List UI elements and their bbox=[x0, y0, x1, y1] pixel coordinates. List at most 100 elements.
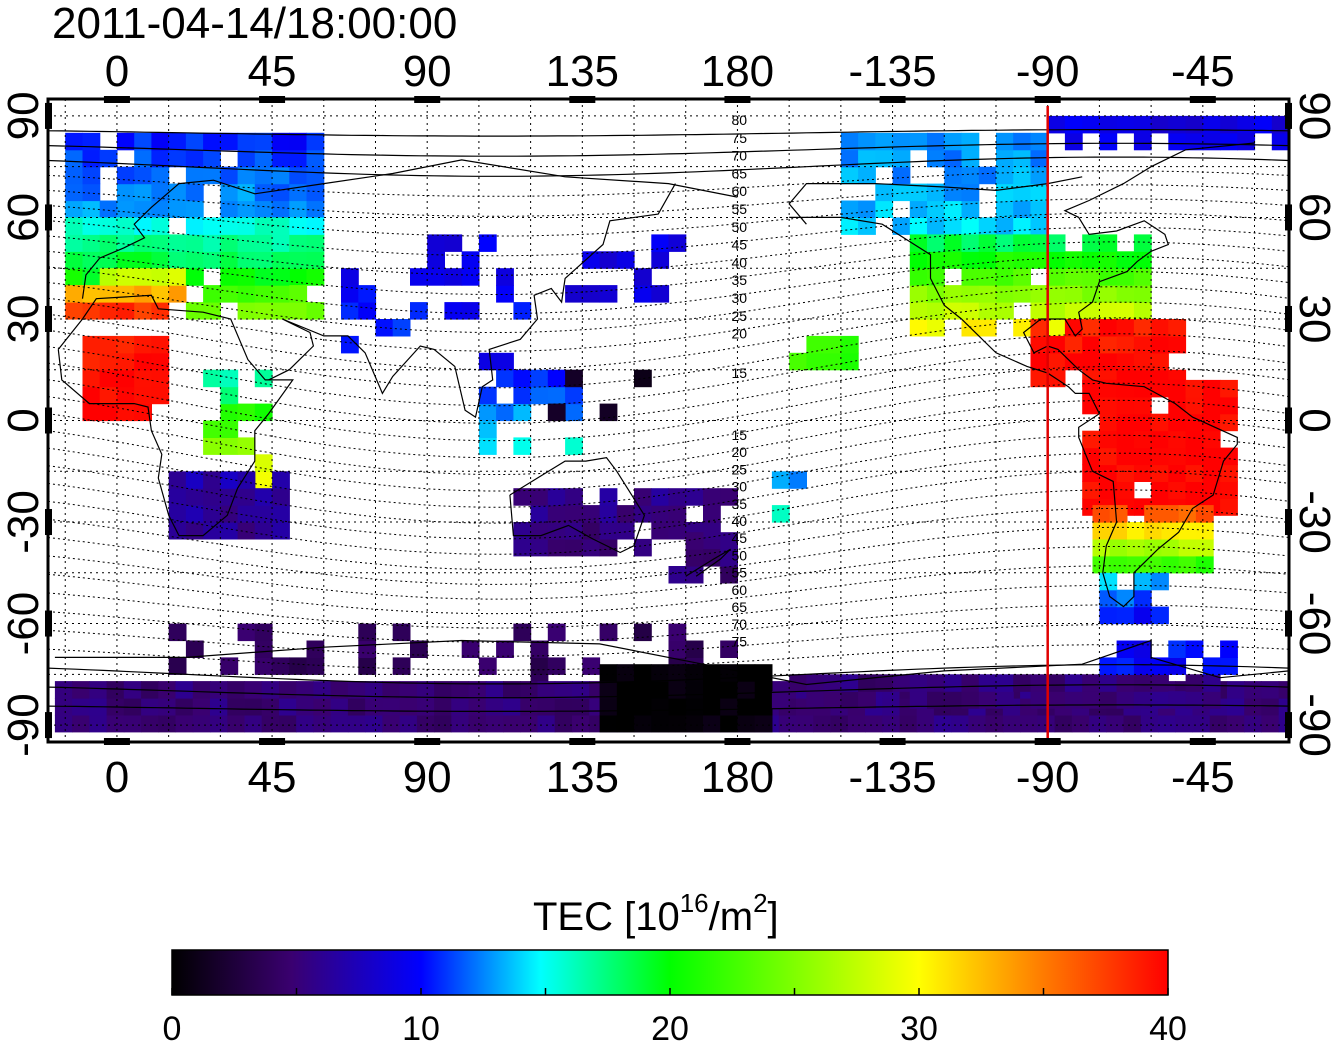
tec-cell bbox=[237, 471, 256, 489]
tec-cell bbox=[485, 698, 504, 716]
tec-cell bbox=[1168, 640, 1187, 658]
tec-cell bbox=[254, 200, 273, 218]
bottom-lon-tick-label: 45 bbox=[248, 753, 297, 802]
tec-cell bbox=[272, 268, 290, 286]
tec-cell bbox=[1082, 396, 1100, 415]
tec-cell bbox=[1161, 555, 1180, 574]
frame-tick-top bbox=[724, 96, 751, 103]
tec-cell bbox=[82, 302, 101, 320]
tec-cell bbox=[1089, 714, 1107, 733]
tec-cell bbox=[634, 664, 652, 682]
tec-cell bbox=[996, 285, 1014, 303]
tec-cell bbox=[582, 657, 601, 675]
tec-cell bbox=[1092, 505, 1111, 523]
tec-cell bbox=[203, 166, 221, 185]
tec-cell bbox=[1030, 183, 1049, 202]
tec-cell bbox=[1202, 132, 1221, 151]
tec-cell bbox=[330, 698, 349, 716]
mlat-contour bbox=[48, 317, 1289, 389]
tec-cell bbox=[703, 698, 721, 716]
tec-cell bbox=[116, 335, 135, 354]
tec-cell bbox=[537, 681, 556, 699]
tec-cell bbox=[82, 183, 101, 202]
tec-cell bbox=[237, 623, 256, 642]
tec-cell bbox=[220, 505, 239, 523]
tec-cell bbox=[478, 386, 497, 405]
tec-cell bbox=[82, 403, 101, 422]
tec-cell bbox=[1064, 302, 1083, 320]
tec-cell bbox=[1013, 200, 1031, 218]
tec-cell bbox=[771, 471, 790, 489]
tec-cell bbox=[1099, 413, 1118, 432]
tec-cell bbox=[1133, 589, 1152, 608]
tec-cell bbox=[99, 268, 118, 286]
top-lon-tick-label: 0 bbox=[105, 47, 129, 96]
tec-cell bbox=[313, 681, 332, 699]
tec-cell bbox=[1106, 714, 1125, 733]
tec-cell bbox=[1195, 538, 1214, 557]
tec-cell bbox=[254, 166, 273, 185]
tec-cell bbox=[1064, 352, 1083, 371]
tec-cell bbox=[754, 664, 773, 682]
contour-label: 70 bbox=[731, 148, 747, 164]
tec-cell bbox=[1151, 691, 1169, 709]
tec-cell bbox=[1030, 149, 1049, 168]
tec-cell bbox=[547, 403, 566, 422]
tec-cell bbox=[210, 714, 228, 733]
contour-label: 30 bbox=[731, 290, 747, 306]
tec-cell bbox=[1178, 538, 1197, 557]
tec-cell bbox=[478, 234, 497, 252]
tec-cell bbox=[668, 664, 687, 682]
tec-cell bbox=[668, 640, 687, 658]
tec-cell bbox=[1151, 319, 1169, 337]
tec-cell bbox=[1151, 572, 1169, 591]
tec-cell bbox=[427, 268, 445, 286]
frame-tick-right bbox=[1285, 712, 1292, 739]
tec-cell bbox=[1116, 251, 1135, 269]
tec-cell bbox=[358, 623, 377, 642]
tec-cell bbox=[961, 166, 980, 185]
tec-cell bbox=[1116, 413, 1135, 432]
tec-cell bbox=[82, 200, 101, 218]
tec-cell bbox=[1185, 396, 1204, 415]
tec-cell bbox=[1133, 447, 1152, 466]
tec-cell bbox=[1047, 268, 1066, 286]
tec-cell bbox=[203, 285, 221, 303]
tec-cell bbox=[1161, 505, 1180, 523]
tec-cell bbox=[1185, 379, 1204, 398]
tec-cell bbox=[434, 698, 452, 716]
tec-cell bbox=[1064, 285, 1083, 303]
tec-cell bbox=[203, 522, 221, 540]
tec-cell bbox=[1168, 430, 1187, 449]
tec-cell bbox=[634, 285, 652, 303]
tec-cell bbox=[875, 183, 894, 202]
tec-cell bbox=[503, 698, 521, 716]
tec-cell bbox=[530, 538, 549, 557]
tec-cell bbox=[261, 681, 280, 699]
tec-cell bbox=[410, 268, 428, 286]
tec-cell bbox=[1099, 481, 1118, 499]
tec-cell bbox=[89, 714, 108, 733]
tec-cell bbox=[1082, 268, 1100, 286]
tec-cell bbox=[1047, 234, 1066, 252]
contour-label: 75 bbox=[731, 130, 747, 146]
tec-cell bbox=[703, 714, 721, 733]
tec-cell bbox=[537, 698, 556, 716]
tec-cell bbox=[840, 200, 859, 218]
tec-cell bbox=[203, 437, 221, 455]
tec-cell bbox=[203, 420, 221, 438]
tec-cell bbox=[306, 302, 325, 320]
tec-cell bbox=[158, 681, 177, 699]
tec-cell bbox=[547, 505, 566, 523]
tec-cell bbox=[703, 681, 721, 699]
tec-cell bbox=[151, 149, 170, 168]
tec-cell bbox=[961, 691, 980, 709]
tec-cell bbox=[279, 714, 297, 733]
tec-cell bbox=[572, 714, 590, 733]
tec-cell bbox=[82, 251, 101, 269]
tec-cell bbox=[496, 352, 514, 371]
tec-cell bbox=[237, 505, 256, 523]
tec-cell bbox=[1047, 691, 1066, 709]
tec-cell bbox=[875, 674, 894, 692]
tec-cell bbox=[1047, 302, 1066, 320]
